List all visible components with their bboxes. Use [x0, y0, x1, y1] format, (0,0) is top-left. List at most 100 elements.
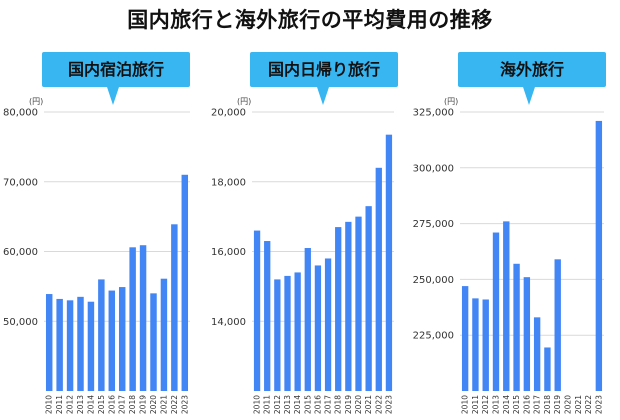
x-tick-label: 2014	[293, 395, 302, 414]
x-tick-label: 2019	[344, 395, 353, 414]
x-tick-label: 2018	[543, 395, 552, 414]
x-tick-label: 2010	[461, 395, 470, 414]
bar-2022	[375, 167, 382, 391]
y-tick-label: 50,000	[3, 317, 38, 328]
x-tick-label: 2019	[139, 395, 148, 414]
x-tick-label: 2013	[492, 395, 501, 414]
bar-2017	[118, 287, 126, 391]
bar-2022	[171, 224, 178, 391]
x-tick-label: 2012	[66, 395, 75, 414]
x-tick-label: 2016	[107, 395, 116, 414]
y-tick-label: 70,000	[3, 177, 38, 188]
y-tick-label: 300,000	[413, 163, 454, 174]
y-tick-label: 80,000	[3, 108, 38, 119]
panel-domestic-daytrip: 国内日帰り旅行 (円) 14,000 16,000 18,000 20,000 2010…	[208, 48, 408, 420]
panel-overseas: 海外旅行 (円) 225,000 250,000 275,000 300,000 325…	[410, 48, 610, 420]
bar-2014	[294, 272, 301, 391]
bar-2013	[492, 232, 500, 391]
x-tick-label: 2020	[354, 395, 363, 414]
x-tick-label: 2020	[149, 395, 158, 414]
x-tick-label: 2015	[97, 395, 106, 414]
y-tick-label: 60,000	[3, 247, 38, 258]
x-tick-label: 2013	[283, 395, 292, 414]
x-tick-label: 2023	[180, 395, 189, 414]
bar-2023	[385, 134, 393, 391]
x-tick-label: 2017	[118, 395, 127, 414]
bar-2016	[523, 277, 531, 391]
callout-pointer	[107, 87, 119, 105]
bar-2011	[472, 298, 479, 391]
bar-2021	[365, 206, 372, 391]
bar-2021	[160, 278, 168, 391]
x-tick-label: 2021	[574, 395, 583, 414]
chart-title-callout: 国内宿泊旅行	[42, 52, 190, 87]
x-tick-label: 2015	[303, 395, 312, 414]
x-tick-label: 2014	[86, 395, 95, 414]
callout-pointer	[317, 87, 329, 105]
bar-chart-domestic-overnight: 50,000 60,000 70,000 80,000 2010 2011 2012 2013…	[3, 108, 190, 414]
bar-2023	[595, 120, 603, 391]
y-tick-label: 16,000	[211, 247, 246, 258]
x-tick-label: 2022	[584, 395, 593, 414]
bar-2016	[314, 265, 322, 391]
bar-2019	[139, 245, 147, 391]
bar-2018	[335, 227, 342, 391]
bar-2014	[87, 301, 95, 391]
y-unit-label: (円)	[29, 97, 44, 106]
bar-2020	[355, 216, 362, 391]
bar-2010	[461, 286, 469, 391]
x-tick-label: 2018	[128, 395, 137, 414]
x-tick-label: 2016	[522, 395, 531, 414]
bar-2011	[264, 241, 271, 391]
x-tick-label: 2021	[159, 395, 168, 414]
y-tick-label: 325,000	[413, 108, 454, 119]
x-tick-label: 2011	[55, 395, 64, 414]
bar-2011	[56, 298, 63, 391]
bar-2015	[513, 263, 520, 391]
bar-2014	[503, 221, 510, 391]
bar-2017	[533, 317, 541, 391]
bar-2020	[150, 293, 157, 391]
y-tick-label: 225,000	[413, 331, 454, 342]
x-tick-label: 2017	[533, 395, 542, 414]
x-tick-label: 2020	[564, 395, 573, 414]
bar-2012	[66, 300, 74, 391]
chart-title: 海外旅行	[499, 60, 564, 79]
bar-2023	[181, 174, 189, 391]
x-tick-label: 2022	[374, 395, 383, 414]
bar-2016	[108, 290, 116, 391]
panel-domestic-overnight: 国内宿泊旅行 (円) 50,000 60,000 70,000 80,000 2010 2…	[0, 48, 200, 420]
y-unit-label: (円)	[237, 97, 252, 106]
x-tick-label: 2012	[481, 395, 490, 414]
x-tick-label: 2015	[512, 395, 521, 414]
bar-2019	[345, 221, 352, 391]
bar-2015	[304, 248, 311, 391]
bar-chart-overseas: 225,000 250,000 275,000 300,000 325,000 2010 2…	[413, 108, 604, 414]
chart-title-callout: 海外旅行	[458, 52, 606, 87]
bar-2015	[98, 279, 105, 391]
y-tick-label: 18,000	[211, 177, 246, 188]
bar-2013	[77, 296, 84, 391]
x-tick-label: 2014	[502, 395, 511, 414]
y-unit-label: (円)	[444, 97, 459, 106]
x-tick-label: 2010	[253, 395, 262, 414]
x-tick-label: 2018	[334, 395, 343, 414]
y-tick-label: 14,000	[211, 317, 246, 328]
bar-2010	[253, 230, 261, 391]
x-tick-label: 2023	[594, 395, 603, 414]
bar-chart-domestic-daytrip: 14,000 16,000 18,000 20,000 2010 2011 2012 2013…	[211, 108, 394, 414]
chart-title: 国内日帰り旅行	[267, 60, 380, 79]
x-tick-label: 2016	[313, 395, 322, 414]
bar-2010	[45, 294, 53, 391]
bar-2013	[284, 275, 291, 391]
y-tick-label: 20,000	[211, 108, 246, 119]
x-tick-label: 2022	[170, 395, 179, 414]
x-tick-label: 2017	[324, 395, 333, 414]
x-tick-label: 2013	[76, 395, 85, 414]
callout-pointer	[523, 87, 535, 105]
y-tick-label: 275,000	[413, 219, 454, 230]
x-tick-label: 2011	[263, 395, 272, 414]
x-tick-label: 2021	[364, 395, 373, 414]
bar-2012	[274, 279, 281, 391]
y-tick-label: 250,000	[413, 275, 454, 286]
